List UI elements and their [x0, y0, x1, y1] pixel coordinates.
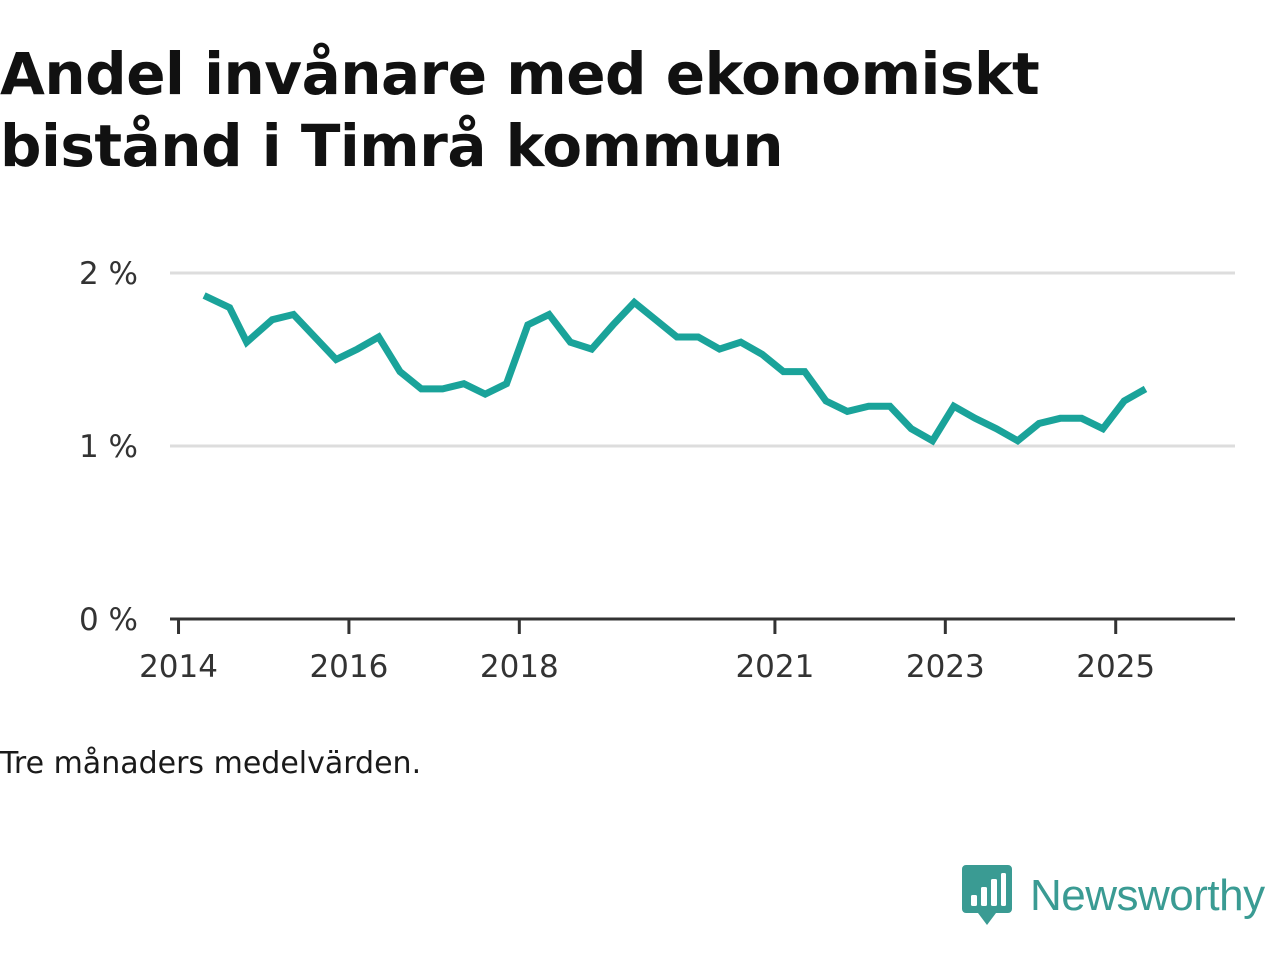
data-point	[932, 440, 933, 441]
data-point	[293, 314, 294, 315]
data-point	[485, 394, 486, 395]
data-point	[400, 371, 401, 372]
data-point	[889, 406, 890, 407]
x-tick-label: 2021	[735, 649, 814, 685]
series-group	[202, 292, 1148, 446]
data-point	[1017, 440, 1018, 441]
data-point	[1060, 418, 1061, 419]
chart-title: Andel invånare med ekonomiskt bistånd i …	[0, 40, 1040, 180]
data-point	[655, 319, 656, 320]
data-point	[527, 324, 528, 325]
x-axis-labels: 2014 2016 2018 2021 2023 2025	[139, 649, 1155, 685]
data-point	[506, 383, 507, 384]
data-point	[1039, 423, 1040, 424]
y-tick-label: 1 %	[79, 429, 138, 465]
data-point	[442, 388, 443, 389]
data-point	[613, 324, 614, 325]
y-tick-label: 0 %	[79, 602, 138, 638]
x-tick-label: 2023	[906, 649, 985, 685]
data-point	[740, 342, 741, 343]
y-tick-label: 2 %	[79, 256, 138, 292]
data-point	[868, 406, 869, 407]
data-point	[719, 349, 720, 350]
x-axis-ticks	[177, 619, 1118, 634]
data-point	[762, 354, 763, 355]
data-point	[570, 342, 571, 343]
data-point	[783, 371, 784, 372]
data-point	[336, 359, 337, 360]
gridlines	[170, 271, 1235, 448]
data-point	[272, 319, 273, 320]
y-axis-labels: 0 % 1 % 2 %	[79, 256, 138, 638]
line-chart: 0 % 1 % 2 % 2014 2016 2018 2021 2023 2025	[79, 256, 1235, 685]
x-tick-label: 2018	[480, 649, 559, 685]
chart-caption: Tre månaders medelvärden.	[0, 746, 422, 781]
data-point	[1124, 401, 1125, 402]
data-point	[698, 337, 699, 338]
x-tick-label: 2014	[139, 649, 218, 685]
data-point	[847, 411, 848, 412]
data-point	[953, 406, 954, 407]
data-point	[1102, 428, 1103, 429]
brand-logo: Newsworthy	[962, 864, 1265, 928]
data-point	[378, 337, 379, 338]
data-point	[357, 349, 358, 350]
data-point	[634, 302, 635, 303]
data-point	[463, 383, 464, 384]
newsworthy-logo-icon	[962, 865, 1012, 925]
data-point	[826, 401, 827, 402]
brand-name: Newsworthy	[1030, 871, 1265, 920]
series-line-0	[202, 292, 1148, 446]
data-point	[804, 371, 805, 372]
data-point	[1145, 388, 1146, 389]
data-point	[314, 337, 315, 338]
data-point	[911, 428, 912, 429]
x-tick-label: 2016	[309, 649, 388, 685]
x-tick-label: 2025	[1076, 649, 1155, 685]
data-point	[676, 337, 677, 338]
data-point	[591, 349, 592, 350]
data-point	[975, 418, 976, 419]
data-point	[421, 388, 422, 389]
data-point	[1081, 418, 1082, 419]
data-point	[204, 295, 205, 296]
data-point	[996, 428, 997, 429]
data-point	[549, 314, 550, 315]
data-point	[229, 307, 230, 308]
data-point	[246, 342, 247, 343]
